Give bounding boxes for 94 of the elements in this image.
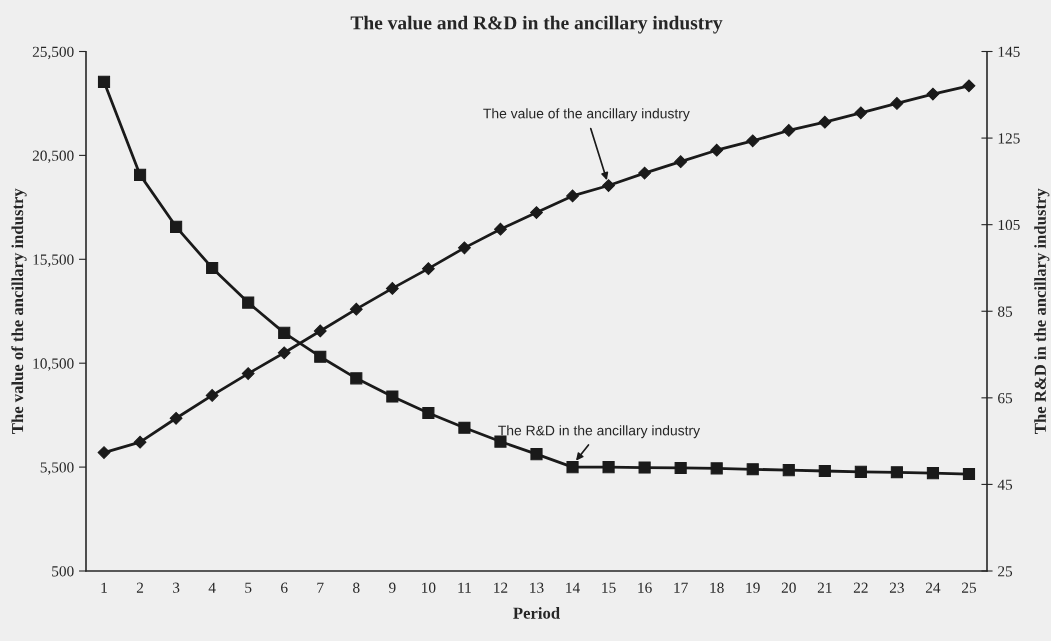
- y-tick-label: 25,500: [32, 46, 74, 60]
- x-tick-label: 7: [317, 582, 324, 593]
- point: [926, 87, 940, 101]
- point: [458, 241, 471, 255]
- point: [313, 324, 327, 338]
- point: [170, 220, 183, 233]
- point: [530, 206, 543, 219]
- x-tick-label: 5: [245, 582, 252, 593]
- point: [782, 124, 796, 137]
- point: [854, 465, 867, 478]
- x-tick-label: 21: [817, 582, 832, 593]
- point: [602, 461, 615, 474]
- y2-axis-title: The R&D in the ancillary industry: [1034, 188, 1050, 434]
- y2-tick-label: 85: [998, 306, 1013, 317]
- point: [566, 461, 579, 474]
- point: [818, 464, 831, 478]
- x-tick-label: 8: [353, 582, 360, 593]
- point: [746, 134, 760, 148]
- point: [386, 390, 399, 403]
- point: [97, 75, 111, 88]
- y-tick-label: 20,500: [32, 150, 74, 164]
- x-tick-label: 16: [638, 582, 652, 593]
- x-tick-label: 19: [746, 582, 760, 593]
- point: [890, 97, 904, 110]
- point: [962, 467, 976, 481]
- point: [926, 467, 940, 480]
- x-tick-label: 25: [962, 582, 977, 593]
- point: [422, 406, 435, 420]
- point: [602, 179, 615, 192]
- point: [242, 296, 255, 309]
- y-tick-label: 10,500: [33, 358, 74, 371]
- annotation: The value of the ancillary industry: [483, 108, 690, 122]
- point: [241, 367, 255, 380]
- point: [206, 261, 219, 275]
- x-tick-label: 15: [602, 582, 616, 593]
- point: [566, 189, 579, 203]
- point: [385, 281, 399, 295]
- point: [674, 461, 687, 475]
- point: [278, 326, 291, 339]
- point: [962, 79, 976, 93]
- annotation: The R&D in the ancillary industry: [498, 425, 701, 439]
- point: [97, 446, 111, 459]
- y2-tick-label: 65: [998, 393, 1013, 404]
- point: [458, 421, 471, 434]
- point: [205, 389, 219, 402]
- y-tick-label: 15,500: [33, 254, 74, 267]
- point: [746, 463, 759, 476]
- x-tick-label: 11: [458, 582, 471, 593]
- y-tick-label: 5,500: [40, 462, 74, 475]
- x-tick-label: 4: [208, 582, 216, 593]
- x-tick-label: 12: [494, 582, 508, 593]
- x-tick-label: 2: [136, 582, 144, 593]
- x-tick-label: 20: [781, 582, 796, 593]
- y2-tick-label: 45: [997, 479, 1013, 490]
- point: [494, 222, 507, 236]
- point: [710, 462, 723, 475]
- y2-tick-label: 145: [998, 46, 1020, 57]
- point: [890, 466, 903, 479]
- y2-tick-label: 105: [998, 219, 1020, 231]
- point: [818, 115, 832, 129]
- y2-tick-label: 25: [998, 566, 1013, 577]
- x-tick-label: 24: [925, 582, 941, 593]
- point: [782, 464, 795, 477]
- y2-tick-label: 125: [998, 133, 1020, 144]
- x-axis-title: Period: [513, 607, 560, 619]
- point: [133, 168, 147, 181]
- point: [277, 346, 291, 360]
- x-tick-label: 13: [530, 582, 544, 593]
- x-tick-label: 6: [281, 582, 288, 593]
- x-tick-label: 9: [389, 582, 396, 593]
- x-tick-label: 1: [101, 582, 107, 593]
- point: [530, 448, 543, 461]
- point: [494, 435, 507, 448]
- point: [349, 302, 363, 316]
- point: [710, 143, 724, 157]
- point: [314, 350, 327, 363]
- chart-title: The value and R&D in the ancillary industry: [350, 15, 723, 34]
- point: [638, 461, 651, 474]
- point: [350, 372, 363, 385]
- x-tick-label: 14: [566, 582, 580, 593]
- point: [169, 411, 183, 425]
- x-tick-label: 10: [422, 582, 436, 593]
- x-tick-label: 22: [853, 582, 868, 593]
- point: [421, 262, 435, 276]
- point: [854, 106, 868, 120]
- y-tick-label: 500: [52, 566, 74, 577]
- x-tick-label: 23: [889, 582, 904, 593]
- y-axis-title: The value of the ancillary industry: [11, 188, 27, 434]
- x-tick-label: 18: [710, 582, 724, 593]
- point: [674, 155, 688, 169]
- x-tick-label: 3: [173, 582, 180, 593]
- x-tick-label: 17: [674, 582, 688, 593]
- point: [638, 166, 652, 180]
- point: [133, 435, 147, 449]
